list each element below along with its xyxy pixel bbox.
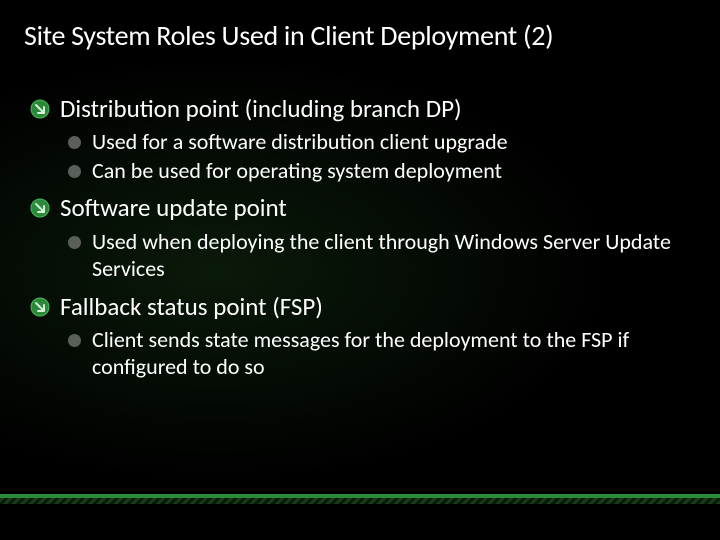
slide-content: Distribution point (including branch DP)… [24,93,696,381]
dot-icon [68,236,81,249]
slide: Site System Roles Used in Client Deploym… [0,0,720,540]
bullet-level1: Fallback status point (FSP) [30,291,696,322]
arrow-circle-icon [30,297,50,317]
sublist: Used for a software distribution client … [30,128,696,184]
sublist: Client sends state messages for the depl… [30,326,696,381]
bullet-level1-label: Software update point [60,192,287,223]
sublist: Used when deploying the client through W… [30,228,696,283]
bullet-level2: Can be used for operating system deploym… [68,157,696,185]
bullet-level1: Distribution point (including branch DP) [30,93,696,124]
footer-stripe-pattern [0,498,720,504]
dot-icon [68,136,81,149]
bullet-level2: Client sends state messages for the depl… [68,326,696,381]
bullet-level1: Software update point [30,192,696,223]
bullet-level2-label: Used when deploying the client through W… [92,228,696,283]
bullet-level2-label: Client sends state messages for the depl… [92,326,696,381]
bullet-level2: Used for a software distribution client … [68,128,696,156]
bullet-level1-label: Distribution point (including branch DP) [60,93,462,124]
arrow-circle-icon [30,198,50,218]
slide-title: Site System Roles Used in Client Deploym… [24,18,696,53]
dot-icon [68,334,81,347]
bullet-level2: Used when deploying the client through W… [68,228,696,283]
bullet-level1-label: Fallback status point (FSP) [60,291,323,322]
bullet-level2-label: Used for a software distribution client … [92,128,508,156]
arrow-circle-icon [30,99,50,119]
dot-icon [68,165,81,178]
footer-divider [0,494,720,504]
bullet-level2-label: Can be used for operating system deploym… [92,157,502,185]
